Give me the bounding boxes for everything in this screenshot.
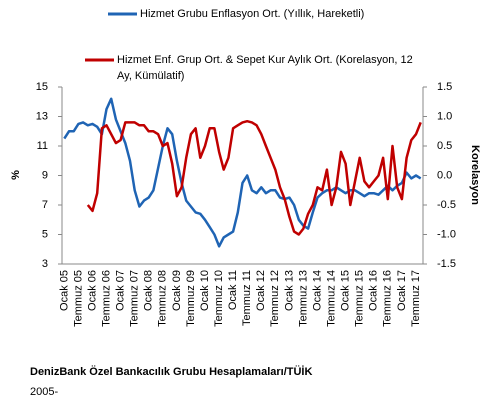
x-tick-label: Temmuz 10 (213, 270, 225, 327)
x-tick-label: Temmuz 13 (297, 270, 309, 327)
x-tick-label: Temmuz 17 (410, 270, 422, 327)
x-tick-label: Ocak 09 (171, 270, 183, 311)
y2-axis-label: Korelasyon (469, 145, 481, 205)
y-tick-label: 9 (42, 169, 48, 181)
legend-label: Hizmet Grubu Enflasyon Ort. (Yıllık, Har… (140, 8, 365, 20)
x-tick-label: Ocak 06 (86, 270, 98, 311)
y-tick-label: 11 (37, 140, 48, 152)
x-tick-label: Temmuz 06 (100, 270, 112, 327)
x-tick-label: Temmuz 16 (382, 270, 394, 327)
x-tick-label: Ocak 14 (311, 270, 323, 311)
x-tick-label: Ocak 15 (340, 270, 352, 311)
x-tick-label: Ocak 05 (58, 270, 70, 311)
note: 2005- (30, 386, 59, 398)
y2-tick-label: 0.0 (437, 169, 452, 181)
y-tick-label: 15 (36, 81, 48, 93)
y2-tick-label: -0.5 (437, 199, 456, 211)
x-tick-label: Ocak 13 (283, 270, 295, 311)
x-tick-label: Ocak 17 (396, 270, 408, 311)
y-axis-label: % (10, 170, 22, 180)
x-tick-label: Ocak 12 (255, 270, 267, 311)
y2-tick-label: 1.0 (437, 110, 452, 122)
y-tick-label: 5 (42, 228, 48, 240)
x-tick-label: Ocak 16 (368, 270, 380, 311)
y2-tick-label: 0.5 (437, 140, 452, 152)
x-tick-label: Temmuz 07 (129, 270, 141, 327)
x-tick-label: Ocak 11 (227, 270, 239, 310)
y-tick-label: 13 (36, 110, 48, 122)
x-tick-label: Temmuz 11 (241, 270, 253, 326)
series-line (86, 119, 422, 236)
y-tick-label: 3 (42, 258, 48, 270)
x-tick-label: Temmuz 08 (157, 270, 169, 327)
x-tick-label: Temmuz 12 (269, 270, 281, 327)
x-tick-label: Ocak 10 (199, 270, 211, 311)
x-tick-label: Temmuz 14 (325, 270, 337, 327)
x-tick-label: Ocak 07 (115, 270, 127, 311)
x-tick-label: Temmuz 15 (354, 270, 366, 327)
x-tick-label: Temmuz 09 (185, 270, 197, 327)
legend-label: Hizmet Enf. Grup Ort. & Sepet Kur Aylık … (117, 54, 413, 82)
series-line (63, 97, 422, 248)
y2-tick-label: -1.0 (437, 228, 456, 240)
y2-tick-label: -1.5 (437, 258, 456, 270)
source: DenizBank Özel Bankacılık Grubu Hesaplam… (30, 366, 313, 378)
y2-tick-label: 1.5 (437, 81, 452, 93)
y-tick-label: 7 (42, 199, 48, 211)
x-tick-label: Ocak 08 (143, 270, 155, 311)
x-tick-label: Temmuz 05 (72, 270, 84, 327)
